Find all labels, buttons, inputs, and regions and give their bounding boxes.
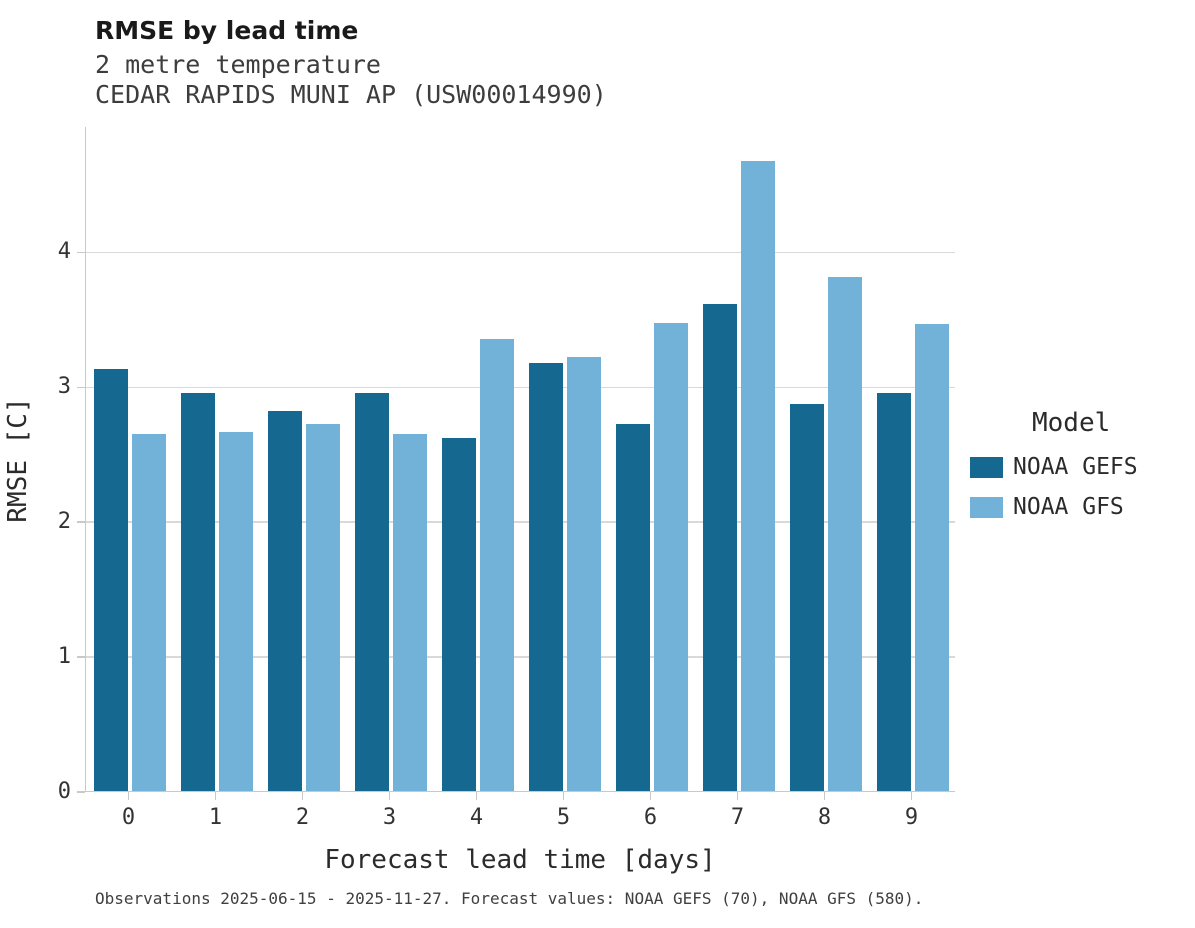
x-tick-mark-5 — [562, 792, 565, 800]
x-tick-mark-4 — [475, 792, 478, 800]
bar-noaa-gfs-lead-2 — [305, 424, 340, 791]
legend-label: NOAA GFS — [1013, 494, 1124, 520]
bar-noaa-gefs-lead-9 — [876, 393, 911, 791]
chart-subtitle-station: CEDAR RAPIDS MUNI AP (USW00014990) — [95, 80, 607, 109]
bar-noaa-gefs-lead-5 — [528, 363, 563, 791]
y-tick-label-0: 0 — [57, 779, 71, 804]
bar-noaa-gefs-lead-2 — [267, 410, 302, 791]
legend-label: NOAA GEFS — [1013, 454, 1138, 480]
x-tick-label-7: 7 — [730, 805, 745, 830]
bar-noaa-gfs-lead-0 — [131, 433, 166, 791]
y-tick-label-1: 1 — [57, 644, 71, 670]
x-tick-mark-8 — [823, 792, 826, 800]
legend-entry-noaa-gfs: NOAA GFS — [970, 494, 1185, 520]
legend-title: Model — [1032, 408, 1111, 438]
y-tick-mark-2 — [77, 521, 85, 523]
x-tick-label-6: 6 — [643, 805, 658, 830]
bar-noaa-gfs-lead-4 — [479, 339, 514, 791]
gridline-y-3 — [86, 386, 955, 389]
bar-noaa-gefs-lead-8 — [789, 403, 824, 791]
legend-swatch-noaa-gfs — [970, 496, 1003, 518]
bar-noaa-gefs-lead-0 — [93, 368, 128, 791]
bar-noaa-gefs-lead-7 — [702, 304, 737, 791]
y-tick-mark-3 — [77, 386, 85, 389]
chart-subtitle-variable: 2 metre temperature — [95, 50, 381, 79]
x-tick-mark-2 — [301, 792, 304, 800]
x-tick-label-0: 0 — [121, 805, 136, 830]
gridline-y-1 — [86, 656, 955, 658]
x-tick-label-4: 4 — [469, 805, 484, 830]
bar-noaa-gfs-lead-8 — [827, 277, 862, 791]
bar-noaa-gfs-lead-7 — [740, 161, 775, 791]
y-tick-mark-1 — [77, 656, 85, 658]
x-tick-mark-1 — [214, 792, 217, 800]
x-tick-mark-9 — [910, 792, 913, 800]
x-tick-mark-6 — [649, 792, 652, 800]
x-tick-label-8: 8 — [817, 805, 832, 830]
bar-noaa-gfs-lead-6 — [653, 322, 688, 791]
x-tick-label-1: 1 — [208, 805, 223, 830]
bar-noaa-gfs-lead-3 — [392, 433, 427, 791]
x-tick-label-3: 3 — [382, 805, 397, 830]
y-tick-label-3: 3 — [57, 374, 71, 400]
bar-noaa-gfs-lead-5 — [566, 356, 601, 791]
bar-noaa-gefs-lead-3 — [354, 393, 389, 791]
y-tick-label-2: 2 — [57, 509, 71, 535]
x-tick-mark-0 — [127, 792, 130, 800]
x-tick-mark-3 — [388, 792, 391, 800]
x-tick-label-5: 5 — [556, 805, 571, 830]
x-tick-mark-7 — [736, 792, 739, 800]
bar-noaa-gfs-lead-1 — [218, 432, 253, 791]
bar-noaa-gfs-lead-9 — [914, 324, 949, 791]
legend: Model NOAA GEFS NOAA GFS — [970, 408, 1185, 534]
y-axis-title: RMSE [C] — [3, 397, 33, 523]
bar-chart — [85, 127, 955, 792]
bar-noaa-gefs-lead-1 — [180, 393, 215, 791]
y-tick-mark-0 — [77, 791, 85, 793]
x-tick-label-9: 9 — [904, 805, 919, 830]
x-tick-label-2: 2 — [295, 805, 310, 830]
plot-area: 0 1 2 3 4 0 1 2 3 4 5 6 7 8 9 — [58, 127, 955, 830]
y-tick-label-4: 4 — [57, 239, 71, 265]
y-tick-mark-4 — [77, 251, 85, 254]
gridline-y-4 — [86, 251, 955, 254]
bar-noaa-gefs-lead-6 — [615, 424, 650, 791]
legend-swatch-noaa-gefs — [970, 456, 1003, 478]
footer-caption: Observations 2025-06-15 - 2025-11-27. Fo… — [95, 889, 924, 908]
bar-noaa-gefs-lead-4 — [441, 437, 476, 791]
gridline-y-2 — [86, 521, 955, 523]
x-axis-title: Forecast lead time [days] — [324, 845, 716, 875]
legend-entry-noaa-gefs: NOAA GEFS — [970, 454, 1185, 480]
chart-title: RMSE by lead time — [95, 16, 359, 45]
